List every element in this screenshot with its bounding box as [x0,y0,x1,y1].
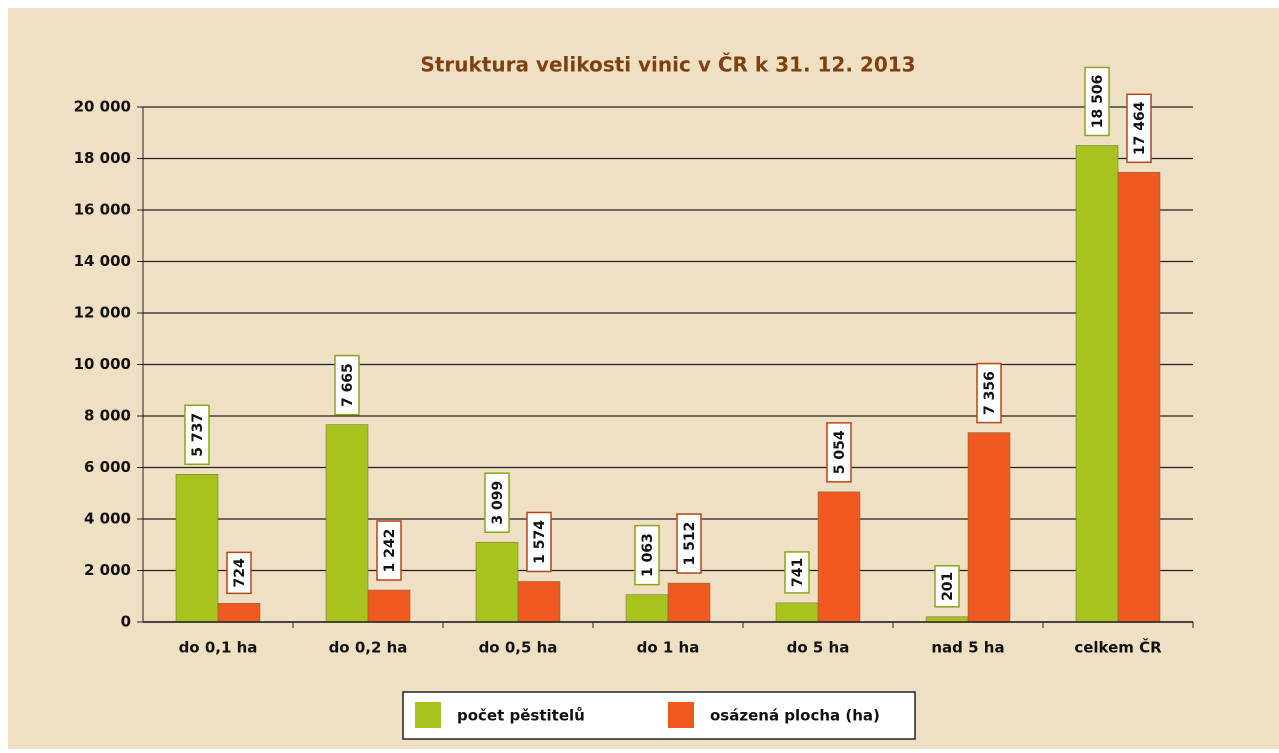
value-label: 1 574 [526,511,552,573]
bar [775,602,819,623]
value-label-box [634,524,660,586]
chart-title: Struktura velikosti vinic v ČR k 31. 12.… [420,53,915,77]
value-label: 1 063 [634,524,660,586]
value-label-box [934,565,960,608]
value-label: 7 356 [976,362,1002,424]
bar [175,474,219,623]
value-label-text: 724 [232,558,248,587]
y-tick-label: 6 000 [84,458,131,476]
value-label: 1 242 [376,520,402,581]
value-label: 741 [784,551,810,594]
y-tick-label: 18 000 [74,149,131,167]
legend-swatch [415,702,441,728]
y-tick-label: 20 000 [74,98,131,116]
value-label-text: 3 099 [490,481,506,525]
value-label-box [334,354,360,416]
y-tick-label: 14 000 [74,252,131,270]
value-label-box [1126,93,1152,164]
value-label: 724 [226,551,252,595]
bar [1117,172,1161,623]
bar [217,603,261,623]
bar [817,491,861,623]
bar [925,616,969,623]
value-label-text: 741 [790,558,806,587]
value-label: 18 506 [1084,66,1110,137]
value-label-box [676,513,702,574]
x-tick-label: do 0,1 ha [179,639,258,657]
value-label: 17 464 [1126,93,1152,164]
background [8,8,1279,749]
legend-swatch [668,702,694,728]
y-tick-label: 12 000 [74,304,131,322]
y-tick-label: 4 000 [84,510,131,528]
value-label: 201 [934,565,960,608]
legend-label: osázená plocha (ha) [710,707,880,725]
y-tick-label: 2 000 [84,561,131,579]
bar [667,582,711,623]
x-tick-label: do 0,2 ha [329,639,408,657]
bar [1075,145,1119,623]
value-label-text: 5 054 [832,430,848,474]
y-tick-label: 0 [121,613,131,631]
y-tick-label: 16 000 [74,201,131,219]
value-label-text: 1 242 [382,529,398,573]
value-label-text: 1 512 [682,522,698,566]
value-label-text: 201 [940,572,956,601]
legend-label: počet pěstitelů [457,707,585,725]
x-tick-label: do 0,5 ha [479,639,558,657]
legend [402,691,916,740]
x-tick-label: nad 5 ha [931,639,1004,657]
value-label: 3 099 [484,472,510,533]
value-label-box [784,551,810,594]
x-tick-label: do 5 ha [787,639,850,657]
bar [517,581,561,623]
value-label-text: 18 506 [1090,75,1106,129]
bar [967,432,1011,623]
value-label-box [976,362,1002,424]
value-label-box [376,520,402,581]
value-label-text: 7 665 [340,363,356,407]
y-tick-label: 10 000 [74,355,131,373]
y-tick-label: 8 000 [84,407,131,425]
value-label-text: 7 356 [982,371,998,415]
x-tick-label: do 1 ha [637,639,700,657]
value-label-text: 1 574 [532,520,548,564]
value-label: 5 054 [826,422,852,483]
bar [325,424,369,623]
value-label: 1 512 [676,513,702,574]
bar [625,594,669,623]
value-label-box [184,404,210,466]
value-label-text: 5 737 [190,413,206,457]
value-label-box [826,422,852,483]
value-label-text: 1 063 [640,533,656,577]
value-label-box [1084,66,1110,137]
value-label: 5 737 [184,404,210,466]
value-label-box [484,472,510,533]
x-tick-label: celkem ČR [1074,638,1162,657]
value-label-box [526,511,552,573]
value-label: 7 665 [334,354,360,416]
value-label-text: 17 464 [1132,101,1148,155]
value-label-box [226,551,252,595]
bar [367,589,411,623]
bar [475,541,519,623]
